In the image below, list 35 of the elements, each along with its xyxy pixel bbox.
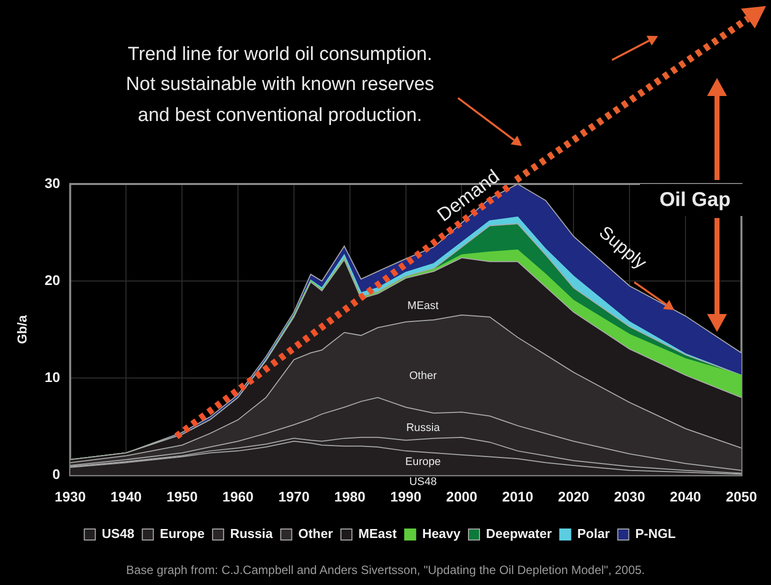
x-tick-label: 2010 bbox=[502, 488, 534, 504]
annotation: Oil Gap bbox=[640, 184, 750, 216]
y-tick-label: 20 bbox=[44, 272, 60, 288]
annotation: MEast bbox=[406, 300, 440, 314]
legend-label: Europe bbox=[160, 526, 205, 542]
legend-label: Other bbox=[298, 526, 333, 542]
y-tick-label: 10 bbox=[44, 368, 60, 385]
x-tick-label: 2000 bbox=[446, 488, 478, 504]
legend-label: Deepwater bbox=[486, 526, 552, 542]
legend-label: P-NGL bbox=[635, 526, 676, 542]
annotation: Russia bbox=[405, 422, 441, 436]
annotation: Europe bbox=[404, 456, 442, 470]
legend-label: US48 bbox=[102, 526, 134, 542]
x-tick-label: 2040 bbox=[670, 488, 702, 504]
legend-label: Russia bbox=[230, 526, 274, 542]
x-tick-label: 2020 bbox=[558, 488, 590, 504]
x-tick-label: 1970 bbox=[278, 488, 310, 504]
x-tick-label: 1960 bbox=[222, 488, 254, 504]
y-tick-label: 0 bbox=[52, 466, 60, 482]
x-tick-label: 1980 bbox=[334, 488, 366, 504]
annotation: Other bbox=[408, 370, 438, 384]
legend-label: Polar bbox=[577, 526, 610, 542]
x-tick-label: 1990 bbox=[390, 488, 422, 504]
y-axis-title: Gb/a bbox=[14, 314, 30, 344]
legend-label: MEast bbox=[358, 526, 398, 542]
text: Trend line for world oil consumption. Not sustainable with known reserves and best conventional production. bbox=[124, 43, 436, 128]
x-tick-label: 1940 bbox=[110, 488, 142, 504]
x-tick-label: 1930 bbox=[54, 488, 86, 504]
x-tick-label: 2030 bbox=[614, 488, 646, 504]
text: US48 bbox=[408, 476, 438, 490]
x-tick-label: 2050 bbox=[726, 488, 758, 504]
legend-label: Heavy bbox=[422, 526, 462, 542]
x-tick-label: 1950 bbox=[166, 488, 198, 504]
text: Base graph from: C.J.Campbell and Anders Sivertsson, "Updating the Oil Depletion Model", 2005. bbox=[125, 563, 646, 578]
y-tick-label: 30 bbox=[44, 174, 60, 191]
